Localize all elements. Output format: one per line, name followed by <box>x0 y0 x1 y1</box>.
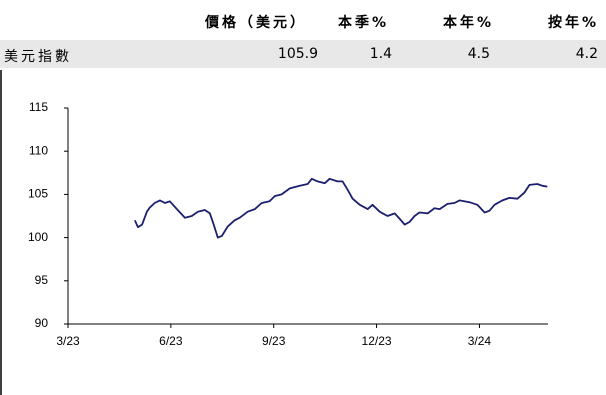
x-tick-label: 3/24 <box>468 334 492 348</box>
y-tick-label: 95 <box>35 273 49 287</box>
row-label: 美元指數 <box>4 49 72 65</box>
column-header: 本年% <box>443 15 495 31</box>
y-tick-label: 110 <box>29 143 48 157</box>
y-tick-label: 105 <box>28 187 48 201</box>
y-tick-label: 90 <box>35 316 49 330</box>
table-cell: 1.4 <box>369 46 392 62</box>
table-cell: 105.9 <box>277 46 318 62</box>
column-header: 按年% <box>548 15 600 31</box>
column-header: 價格（美元） <box>205 15 307 31</box>
column-header: 本季% <box>338 15 390 31</box>
data-line <box>134 177 548 239</box>
table-cell: 4.2 <box>575 46 598 62</box>
x-tick-label: 12/23 <box>362 334 392 348</box>
x-tick-label: 9/23 <box>262 334 286 348</box>
x-tick-label: 6/23 <box>159 334 183 348</box>
y-tick-label: 115 <box>29 100 48 114</box>
x-tick-label: 3/23 <box>56 334 80 348</box>
y-tick-label: 100 <box>28 230 48 244</box>
table-row <box>0 40 606 68</box>
table-cell: 4.5 <box>467 46 490 62</box>
